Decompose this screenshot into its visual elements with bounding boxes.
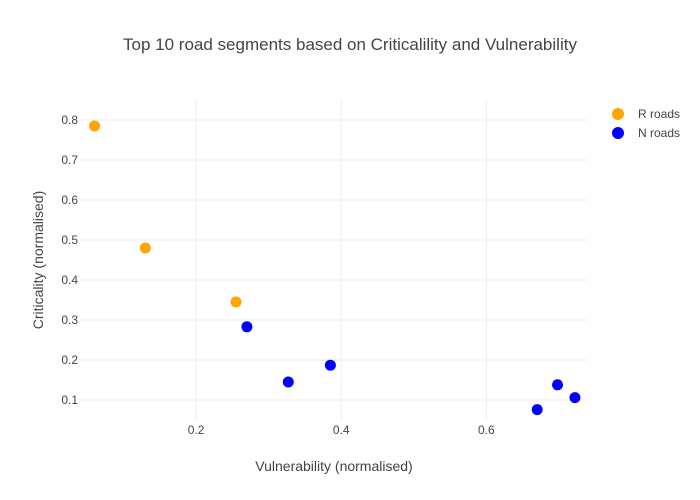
x-tick-label: 0.2: [188, 423, 205, 437]
y-tick-label: 0.4: [61, 273, 78, 287]
chart-title: Top 10 road segments based on Criticalil…: [123, 35, 577, 54]
data-point-r-roads[interactable]: [139, 242, 151, 254]
x-axis-title: Vulnerability (normalised): [255, 458, 412, 474]
legend-marker: [612, 127, 624, 139]
x-axis-ticks: 0.2 0.4 0.6: [188, 423, 495, 437]
data-point-r-roads[interactable]: [230, 296, 242, 308]
legend-item-r-roads[interactable]: R roads: [612, 107, 680, 121]
data-point-n-roads[interactable]: [282, 376, 294, 388]
data-point-n-roads[interactable]: [552, 379, 564, 391]
x-tick-label: 0.4: [333, 423, 350, 437]
data-point-n-roads[interactable]: [531, 404, 543, 416]
y-axis-title: Criticality (normalised): [30, 191, 46, 329]
x-tick-label: 0.6: [478, 423, 495, 437]
legend-label: N roads: [638, 126, 680, 140]
y-tick-label: 0.6: [61, 193, 78, 207]
y-tick-label: 0.5: [61, 233, 78, 247]
data-points[interactable]: [89, 120, 581, 416]
legend-item-n-roads[interactable]: N roads: [612, 126, 680, 140]
legend-marker: [612, 108, 624, 120]
data-point-n-roads[interactable]: [324, 359, 336, 371]
data-point-r-roads[interactable]: [89, 120, 101, 132]
y-tick-label: 0.3: [61, 313, 78, 327]
y-tick-label: 0.2: [61, 353, 78, 367]
y-axis-ticks: 0.1 0.2 0.3 0.4 0.5 0.6 0.7 0.8: [61, 113, 78, 407]
legend[interactable]: R roads N roads: [612, 107, 680, 140]
grid: [80, 100, 588, 420]
legend-label: R roads: [638, 107, 680, 121]
y-tick-label: 0.8: [61, 113, 78, 127]
data-point-n-roads[interactable]: [241, 321, 253, 333]
data-point-n-roads[interactable]: [569, 392, 581, 404]
y-tick-label: 0.7: [61, 153, 78, 167]
y-tick-label: 0.1: [61, 393, 78, 407]
